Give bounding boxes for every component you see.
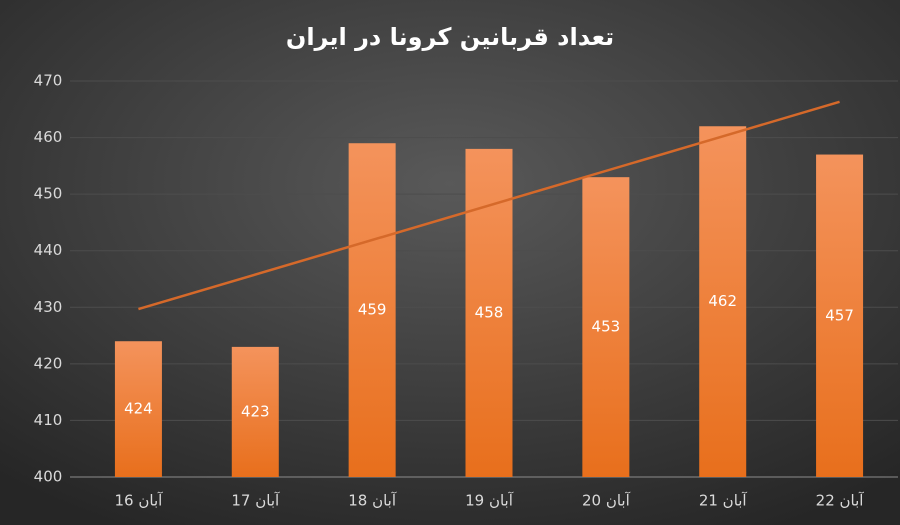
bar	[582, 177, 630, 477]
data-label: 458	[475, 303, 504, 321]
data-label: 453	[592, 318, 621, 336]
bar	[465, 148, 513, 477]
y-tick-label: 460	[34, 128, 63, 146]
trendline	[138, 100, 840, 311]
y-tick-label: 450	[34, 185, 63, 203]
y-tick-label: 400	[34, 468, 63, 486]
chart-title: تعداد قربانین کرونا در ایران	[286, 23, 614, 51]
x-tick-label: آبان 18	[348, 492, 397, 510]
y-tick-label: 410	[34, 411, 63, 429]
data-label: 462	[708, 292, 737, 310]
y-tick-label: 470	[34, 72, 63, 90]
x-tick-label: آبان 21	[699, 492, 748, 510]
bar	[348, 143, 396, 477]
data-label: 423	[241, 402, 270, 420]
x-tick-label: آبان 16	[115, 492, 164, 510]
data-label: 459	[358, 301, 387, 319]
x-tick-label: آبان 20	[582, 492, 631, 510]
y-tick-label: 440	[34, 241, 63, 259]
bar	[231, 346, 279, 477]
data-label: 457	[825, 306, 854, 324]
x-tick-label: آبان 17	[231, 492, 280, 510]
x-tick-label: آبان 19	[465, 492, 514, 510]
y-tick-label: 430	[34, 298, 63, 316]
x-tick-label: آبان 22	[816, 492, 865, 510]
bar	[114, 341, 162, 477]
data-label: 424	[124, 400, 153, 418]
bar	[816, 154, 864, 478]
y-tick-label: 420	[34, 354, 63, 372]
bar	[699, 126, 747, 477]
